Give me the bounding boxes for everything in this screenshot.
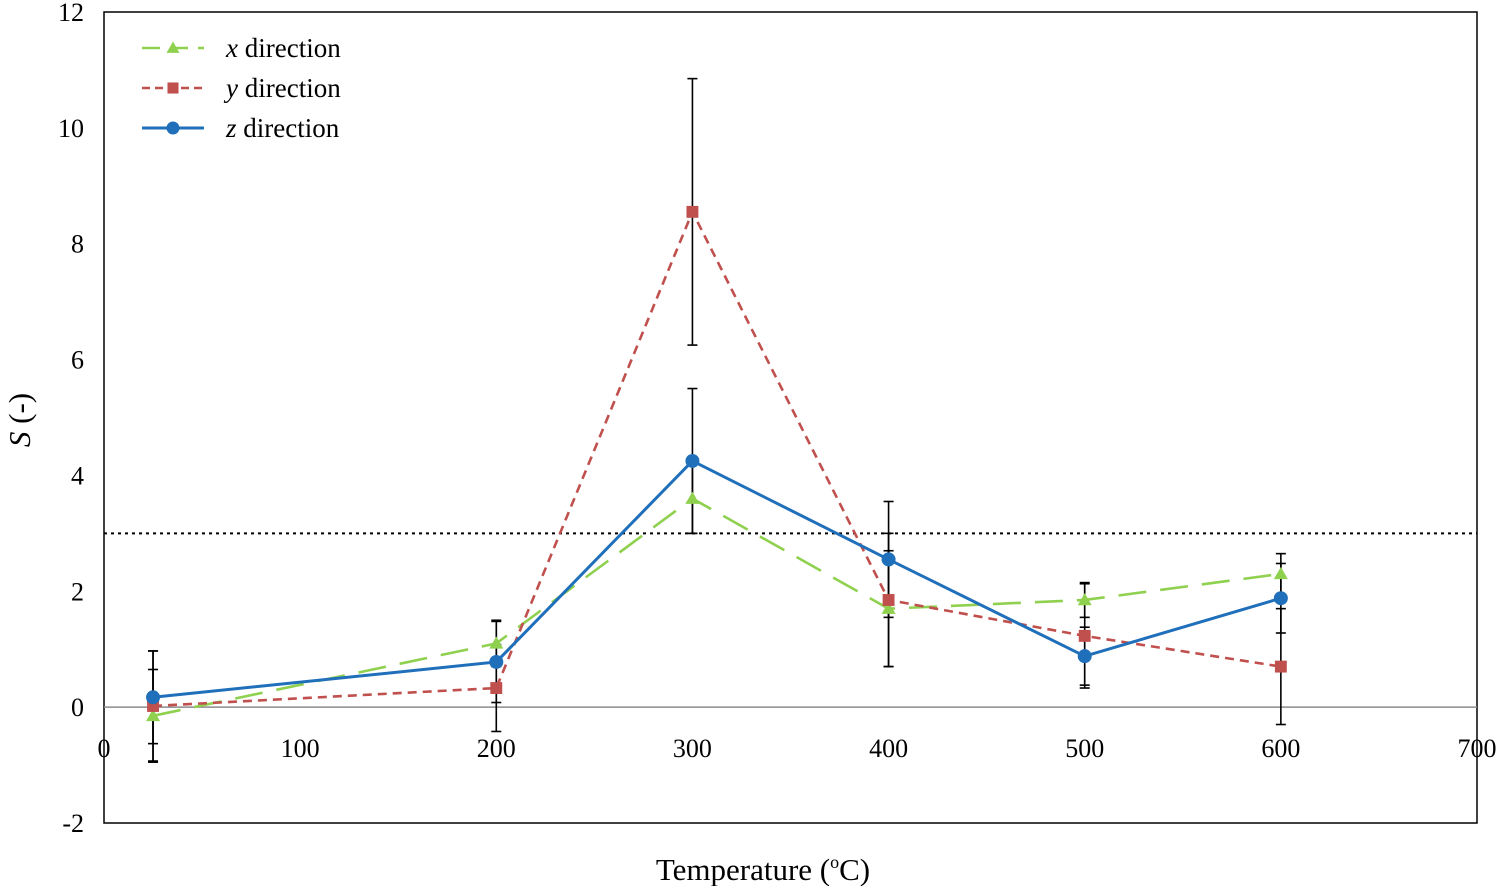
data-point-z: [1077, 649, 1092, 664]
x-tick-label: 600: [1261, 734, 1300, 763]
y-tick-label: -2: [62, 809, 84, 838]
y-tick-label: 8: [71, 230, 84, 259]
y-tick-label: 4: [71, 461, 84, 490]
data-point-y: [147, 700, 159, 712]
x-axis-title: Temperature (oC): [656, 852, 870, 886]
data-point-x: [1077, 592, 1092, 606]
series-line-y: [152, 208, 1282, 708]
data-point-x: [881, 601, 896, 614]
legend-label: z direction: [225, 113, 340, 143]
data-point-z: [489, 654, 504, 669]
legend-marker: [166, 41, 180, 53]
data-point-z: [146, 690, 161, 705]
legend-marker: [167, 82, 179, 94]
plot-frame: [103, 11, 1478, 824]
data-point-x: [489, 636, 504, 649]
legend-marker: [166, 121, 180, 135]
legend-item-x: x direction: [142, 33, 341, 63]
x-tick-label: 200: [477, 734, 516, 763]
series-line-z: [152, 459, 1282, 699]
series-lines: [152, 208, 1282, 718]
legend-label: y direction: [223, 73, 341, 103]
data-point-x: [685, 491, 700, 504]
data-point-y: [686, 205, 699, 218]
legend: x direction y direction z direction: [142, 33, 341, 143]
x-tick-label: 700: [1458, 734, 1497, 763]
data-point-z: [1273, 591, 1288, 606]
data-point-y: [1274, 660, 1287, 673]
series-markers: [146, 205, 1288, 722]
data-point-x: [1273, 566, 1288, 580]
y-tick-label: 0: [71, 693, 84, 722]
legend-item-z: z direction: [142, 113, 340, 143]
y-tick-label: 2: [71, 577, 84, 606]
y-tick-label: 6: [71, 346, 84, 375]
y-axis-title: S (-): [2, 393, 37, 447]
x-tick-label: 400: [869, 734, 908, 763]
x-tick-label: 0: [98, 734, 111, 763]
data-point-y: [882, 594, 895, 606]
y-tick-labels: -2 0 2 4 6 8 10 12: [58, 0, 84, 838]
y-tick-label: 10: [58, 114, 84, 143]
data-point-z: [881, 552, 896, 567]
data-point-z: [685, 453, 700, 468]
legend-label: x direction: [225, 33, 341, 63]
x-tick-label: 100: [281, 734, 320, 763]
series-line-x: [152, 497, 1282, 718]
data-point-y: [1078, 629, 1091, 642]
x-tick-label: 300: [673, 734, 712, 763]
x-tick-label: 500: [1065, 734, 1104, 763]
error-bars: [148, 77, 1286, 763]
x-tick-labels: 0 100 200 300 400 500 600 700: [98, 734, 1497, 763]
data-point-x: [146, 708, 161, 722]
legend-item-y: y direction: [142, 73, 341, 103]
data-point-y: [490, 682, 503, 694]
y-tick-label: 12: [58, 0, 84, 27]
